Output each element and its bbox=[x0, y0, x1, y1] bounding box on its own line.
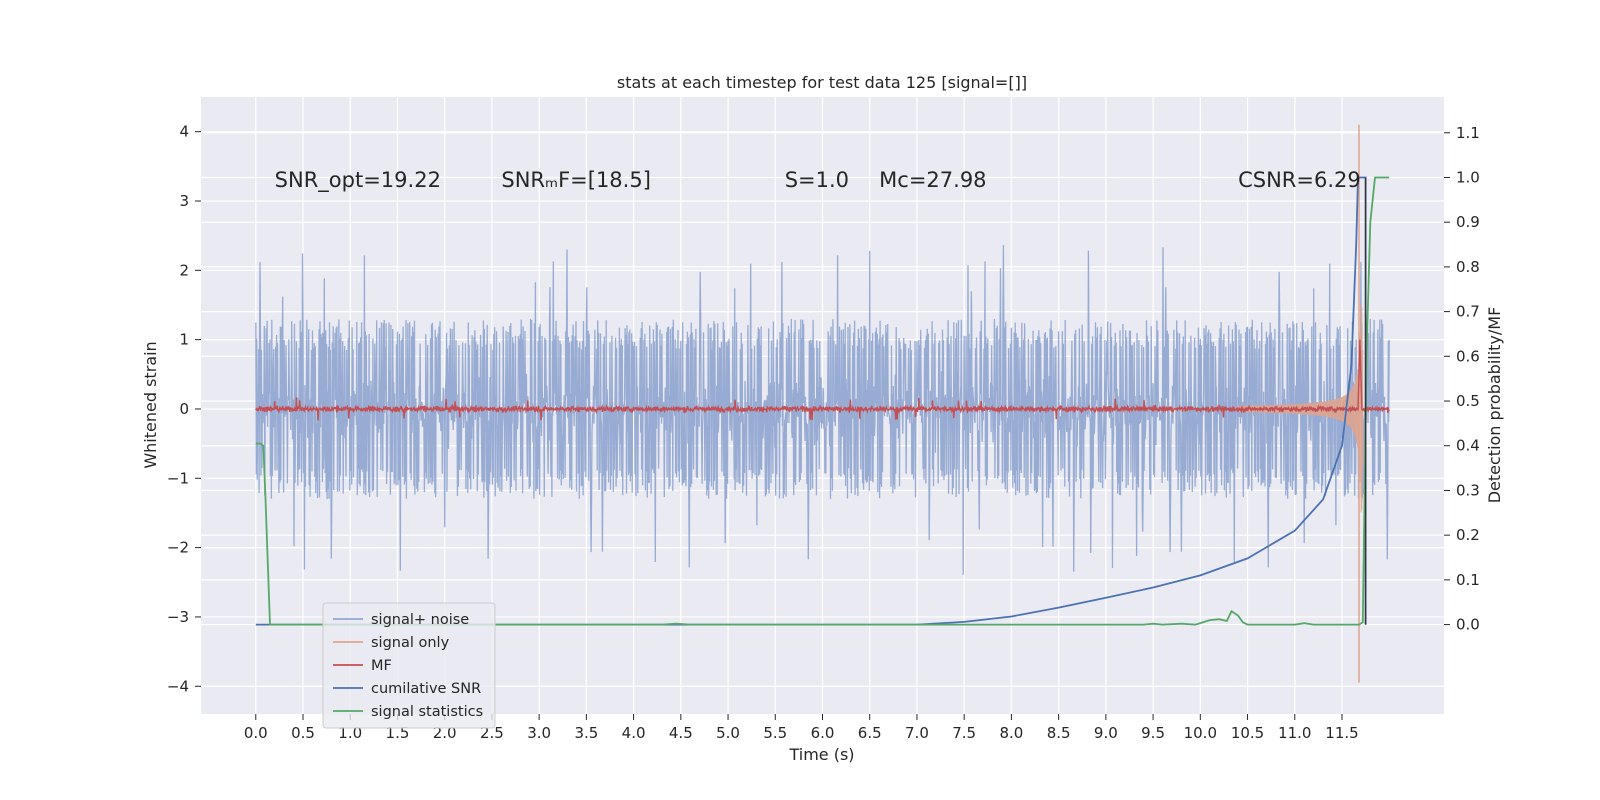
y-tick-label-left: 0 bbox=[179, 400, 189, 418]
x-tick-label: 11.0 bbox=[1278, 724, 1311, 742]
x-tick-label: 5.0 bbox=[716, 724, 740, 742]
y-tick-label-left: −1 bbox=[167, 469, 189, 487]
annotation-text: S=1.0 bbox=[785, 168, 849, 192]
x-tick-label: 4.0 bbox=[622, 724, 646, 742]
axis-layer: 0.0 0.5 1.0 1.5 2.0 2.5 3.0 3.5 4.0 4.5 5.0 5.5 6.0 6… bbox=[167, 123, 1480, 742]
y-tick-label-right: 0.0 bbox=[1456, 616, 1480, 634]
y-tick-label-left: −4 bbox=[167, 677, 189, 695]
x-tick-label: 11.5 bbox=[1325, 724, 1358, 742]
y-tick-label-right: 0.3 bbox=[1456, 481, 1480, 499]
x-axis-label: Time (s) bbox=[788, 745, 854, 764]
x-tick-label: 0.0 bbox=[244, 724, 268, 742]
series-cumilative-snr-line bbox=[255, 176, 1367, 626]
y-tick-label-right: 0.2 bbox=[1456, 526, 1480, 544]
legend-box bbox=[322, 602, 496, 729]
legend-label: signal+ noise bbox=[371, 612, 469, 628]
y-tick-label-right: 1.1 bbox=[1456, 124, 1480, 142]
chart-title: stats at each timestep for test data 125… bbox=[617, 73, 1027, 92]
y-tick-label-right: 0.4 bbox=[1456, 437, 1480, 455]
annotation-text: SNRₘF=[18.5] bbox=[501, 168, 651, 192]
y-tick-label-left: 1 bbox=[179, 331, 189, 349]
legend-label: MF bbox=[371, 658, 392, 674]
y-axis-label-left: Whitened strain bbox=[141, 341, 160, 468]
legend: signal+ noise signal only MF cumilative SNR… bbox=[322, 602, 496, 729]
series-mf-line bbox=[255, 339, 1390, 421]
y-axis-label-right: Detection probability/MF bbox=[1485, 307, 1504, 504]
x-tick-label: 0.5 bbox=[291, 724, 315, 742]
x-tick-label: 6.5 bbox=[858, 724, 882, 742]
y-tick-label-right: 0.5 bbox=[1456, 392, 1480, 410]
y-tick-label-right: 1.0 bbox=[1456, 168, 1480, 186]
x-tick-label: 7.5 bbox=[952, 724, 976, 742]
x-tick-label: 10.5 bbox=[1231, 724, 1264, 742]
y-tick-label-right: 0.8 bbox=[1456, 258, 1480, 276]
y-tick-label-right: 0.1 bbox=[1456, 571, 1480, 589]
plot-layer bbox=[255, 124, 1390, 683]
x-tick-label: 9.5 bbox=[1141, 724, 1165, 742]
legend-label: signal statistics bbox=[371, 704, 483, 720]
y-tick-label-left: −2 bbox=[167, 539, 189, 557]
annotation-text: Mᴄ=27.98 bbox=[879, 168, 986, 192]
x-tick-label: 5.5 bbox=[763, 724, 787, 742]
y-tick-label-left: −3 bbox=[167, 608, 189, 626]
x-tick-label: 8.0 bbox=[999, 724, 1023, 742]
x-tick-label: 7.0 bbox=[905, 724, 929, 742]
y-tick-label-right: 0.9 bbox=[1456, 213, 1480, 231]
y-tick-label-left: 4 bbox=[179, 123, 189, 141]
x-tick-label: 3.5 bbox=[574, 724, 598, 742]
annotation-text: SNR_opt=19.22 bbox=[275, 168, 441, 193]
y-tick-label-left: 2 bbox=[179, 261, 189, 279]
x-tick-label: 8.5 bbox=[1047, 724, 1071, 742]
y-tick-label-right: 0.6 bbox=[1456, 347, 1480, 365]
annotation-layer: SNR_opt=19.22 SNRₘF=[18.5] S=1.0 Mᴄ=27.98 CS… bbox=[275, 168, 1361, 193]
y-tick-label-right: 0.7 bbox=[1456, 303, 1480, 321]
x-tick-label: 9.0 bbox=[1094, 724, 1118, 742]
x-tick-label: 10.0 bbox=[1184, 724, 1217, 742]
y-tick-label-left: 3 bbox=[179, 192, 189, 210]
x-tick-label: 4.5 bbox=[669, 724, 693, 742]
legend-label: cumilative SNR bbox=[371, 681, 481, 697]
series-signal-statistics-line bbox=[255, 176, 1390, 626]
series-signal-noise-line bbox=[255, 245, 1390, 575]
x-tick-label: 3.0 bbox=[527, 724, 551, 742]
legend-label: signal only bbox=[371, 635, 450, 651]
annotation-text: CSNR=6.29 bbox=[1238, 168, 1361, 192]
x-tick-label: 6.0 bbox=[811, 724, 835, 742]
